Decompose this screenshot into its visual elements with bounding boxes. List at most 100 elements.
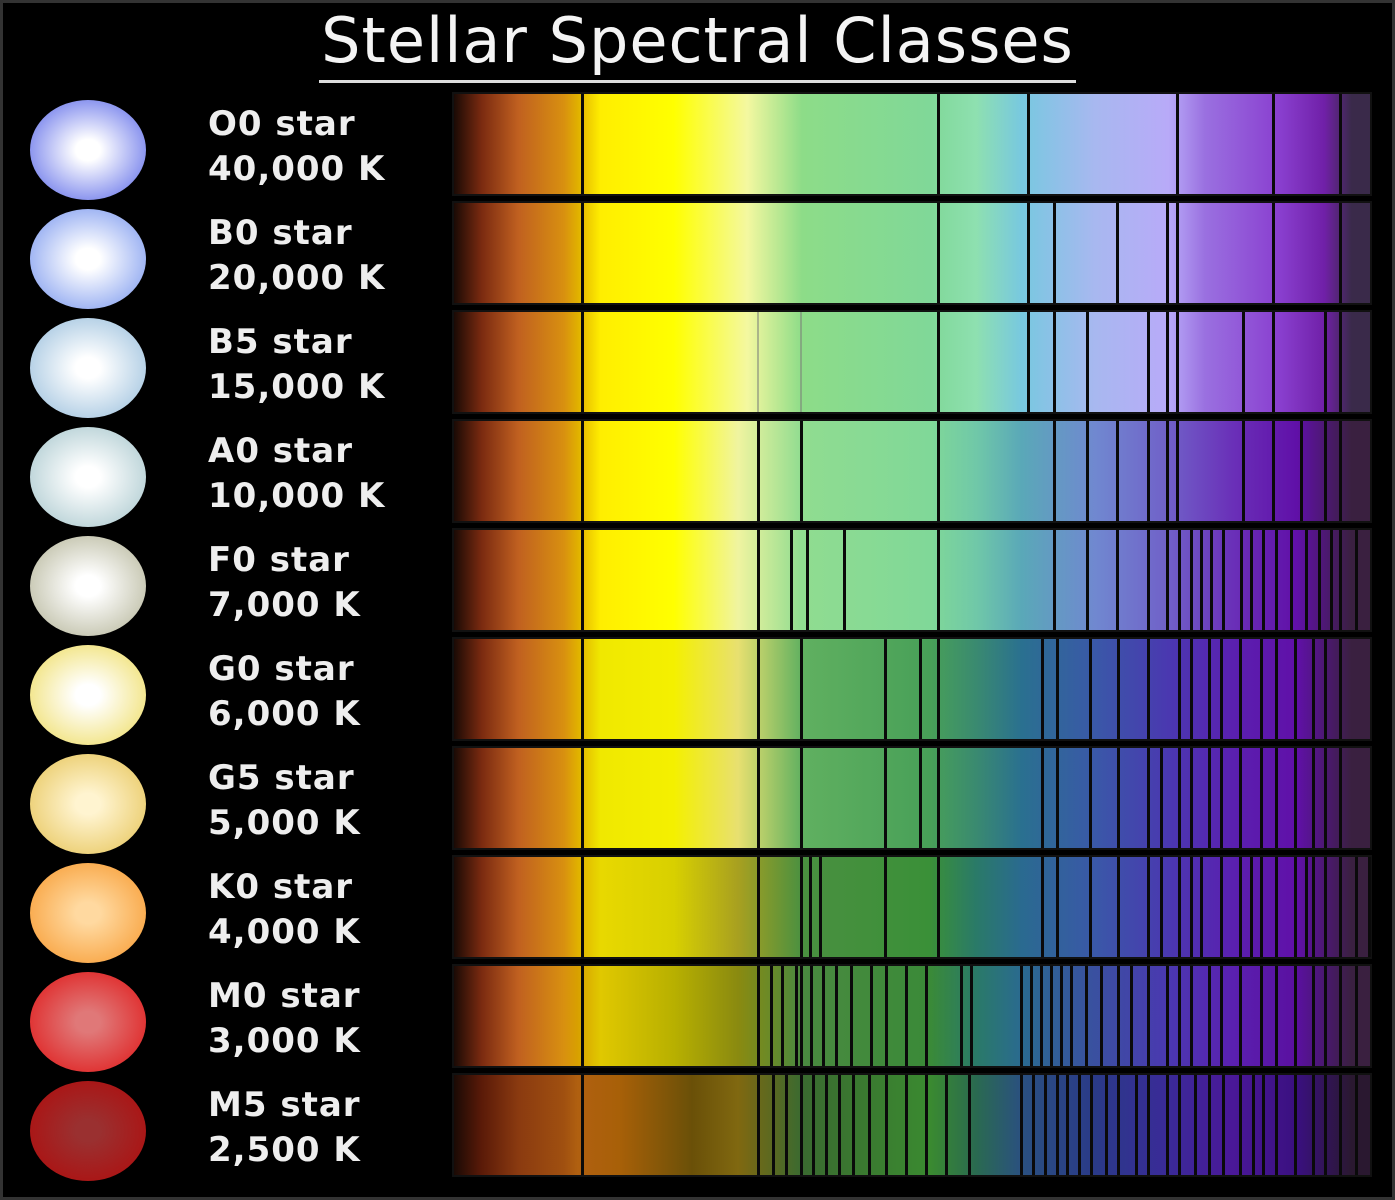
absorption-line xyxy=(1339,1075,1342,1175)
absorption-line xyxy=(1053,530,1056,630)
absorption-line xyxy=(1090,1075,1093,1175)
absorption-line xyxy=(581,1075,584,1175)
absorption-line xyxy=(1312,966,1315,1066)
star-disc xyxy=(30,427,146,527)
absorption-line xyxy=(1027,94,1030,194)
absorption-line xyxy=(1053,312,1056,412)
absorption-line xyxy=(1117,857,1120,957)
absorption-line xyxy=(1318,530,1321,630)
spectrum-bar xyxy=(452,637,1372,741)
absorption-line xyxy=(1117,748,1120,848)
absorption-line xyxy=(1060,966,1063,1066)
absorption-line xyxy=(1324,421,1327,521)
absorption-line xyxy=(905,966,908,1066)
absorption-line xyxy=(1272,421,1275,521)
spectral-class-row: K0 star 4,000 K xyxy=(0,855,1395,964)
absorption-line xyxy=(1194,1075,1197,1175)
absorption-line xyxy=(757,421,760,521)
absorption-line xyxy=(1117,639,1120,739)
absorption-line xyxy=(1178,966,1181,1066)
absorption-line xyxy=(937,421,940,521)
absorption-line xyxy=(1312,857,1315,957)
absorption-line xyxy=(1250,857,1253,957)
absorption-line xyxy=(884,857,887,957)
absorption-line xyxy=(843,530,846,630)
absorption-line xyxy=(757,639,760,739)
absorption-line xyxy=(1147,1075,1150,1175)
absorption-line xyxy=(1147,639,1150,739)
star-class: F0 star xyxy=(208,540,350,580)
absorption-line xyxy=(757,748,760,848)
absorption-line xyxy=(1324,639,1327,739)
absorption-line xyxy=(1116,530,1119,630)
absorption-line xyxy=(1339,421,1342,521)
absorption-line xyxy=(800,857,803,957)
absorption-line xyxy=(1339,203,1342,303)
absorption-line xyxy=(1116,203,1119,303)
absorption-line xyxy=(1220,639,1223,739)
absorption-line xyxy=(800,748,803,848)
absorption-line xyxy=(757,966,760,1066)
absorption-line xyxy=(1208,1075,1211,1175)
absorption-line xyxy=(1355,966,1358,1066)
absorption-line xyxy=(1176,94,1179,194)
star-label: M5 star 2,500 K xyxy=(208,1083,361,1173)
absorption-line xyxy=(968,1075,971,1175)
absorption-line xyxy=(1089,857,1092,957)
absorption-line xyxy=(581,421,584,521)
star-label: K0 star 4,000 K xyxy=(208,865,361,955)
absorption-line xyxy=(1272,94,1275,194)
star-temperature: 15,000 K xyxy=(208,367,386,407)
absorption-line xyxy=(1086,421,1089,521)
absorption-line xyxy=(819,857,822,957)
absorption-line xyxy=(1275,966,1278,1066)
absorption-line xyxy=(1078,1075,1081,1175)
absorption-line xyxy=(1239,857,1242,957)
absorption-line xyxy=(1305,530,1308,630)
star-disc xyxy=(30,536,146,636)
spectral-class-row: B0 star 20,000 K xyxy=(0,201,1395,310)
star-label: B5 star 15,000 K xyxy=(208,320,385,410)
absorption-line xyxy=(1339,530,1342,630)
absorption-line xyxy=(1220,748,1223,848)
absorption-line xyxy=(937,94,940,194)
absorption-line xyxy=(785,1075,788,1175)
absorption-line xyxy=(1160,857,1163,957)
absorption-line xyxy=(1166,203,1169,303)
absorption-line xyxy=(1355,857,1358,957)
absorption-line xyxy=(1190,857,1193,957)
absorption-line xyxy=(1116,421,1119,521)
absorption-line xyxy=(1089,748,1092,848)
absorption-line xyxy=(581,639,584,739)
absorption-line xyxy=(1044,1075,1047,1175)
absorption-line xyxy=(1053,421,1056,521)
absorption-line xyxy=(852,1075,855,1175)
star-temperature: 3,000 K xyxy=(208,1021,361,1061)
absorption-line xyxy=(1147,312,1150,412)
absorption-line xyxy=(1208,639,1211,739)
absorption-line xyxy=(800,312,802,412)
absorption-line xyxy=(1208,966,1211,1066)
absorption-line xyxy=(885,966,888,1066)
absorption-line xyxy=(810,966,813,1066)
star-temperature: 7,000 K xyxy=(208,585,361,625)
absorption-line xyxy=(884,639,887,739)
spectral-class-row: M0 star 3,000 K xyxy=(0,964,1395,1073)
star-label: G5 star 5,000 K xyxy=(208,756,361,846)
absorption-line xyxy=(850,966,853,1066)
star-label: B0 star 20,000 K xyxy=(208,211,385,301)
spectral-class-row: F0 star 7,000 K xyxy=(0,528,1395,637)
absorption-line xyxy=(970,966,973,1066)
absorption-line xyxy=(925,1075,928,1175)
absorption-line xyxy=(884,748,887,848)
absorption-line xyxy=(937,312,940,412)
spectrum-bar xyxy=(452,92,1372,196)
absorption-line xyxy=(1056,639,1059,739)
absorption-line xyxy=(1190,748,1193,848)
absorption-line xyxy=(1242,312,1245,412)
absorption-line xyxy=(1050,966,1053,1066)
absorption-line xyxy=(1190,530,1193,630)
spectrum-bar xyxy=(452,419,1372,523)
absorption-line xyxy=(1275,748,1278,848)
absorption-line xyxy=(1190,966,1193,1066)
